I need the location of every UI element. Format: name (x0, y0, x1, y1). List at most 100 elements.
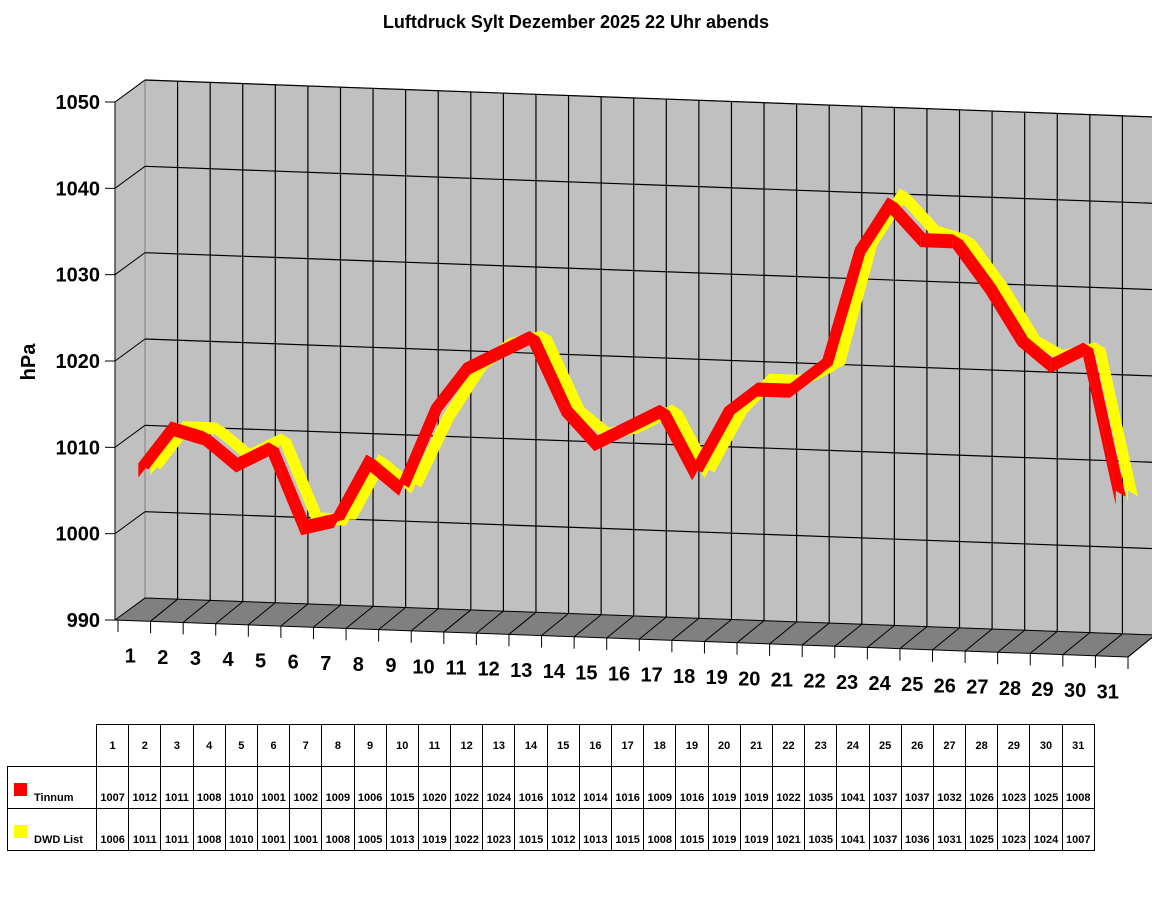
table-header-day: 16 (578, 724, 613, 767)
table-cell-value: 1001 (256, 766, 291, 809)
table-header-day: 12 (450, 724, 484, 767)
table-cell-value: 1001 (256, 808, 291, 851)
table-header-day: 14 (514, 724, 548, 767)
table-cell-value: 1008 (192, 808, 226, 851)
table-cell-value: 1021 (771, 808, 806, 851)
table-row-tinnum: Tinnum 1007 1012 1011 1008 1010 1001 1002 1009 1… (7, 766, 1095, 809)
legend-label-tinnum: Tinnum (34, 792, 74, 804)
table-cell-value: 1041 (836, 766, 870, 809)
table-cell-value: 1023 (997, 766, 1031, 809)
x-tick-label: 29 (1031, 679, 1053, 701)
table-header-day: 15 (546, 724, 580, 767)
table-cell-value: 1026 (965, 766, 999, 809)
table-cell-value: 1024 (1029, 808, 1063, 851)
x-tick-label: 20 (738, 668, 760, 690)
table-cell-value: 1006 (95, 808, 130, 851)
table-cell-value: 1016 (675, 766, 709, 809)
x-tick-label: 9 (385, 655, 396, 677)
table-corner (7, 724, 97, 767)
legend-swatch-dwd-list (14, 825, 27, 838)
table-header-day: 13 (482, 724, 516, 767)
x-tick-label: 25 (901, 674, 923, 696)
x-tick-label: 24 (869, 673, 892, 695)
table-cell-value: 1008 (321, 808, 355, 851)
table-cell-value: 1012 (546, 766, 580, 809)
x-tick-label: 10 (412, 656, 434, 678)
table-cell-value: 1016 (610, 766, 645, 809)
x-tick-label: 2 (157, 647, 168, 669)
table-cell-value: 1011 (160, 766, 194, 809)
table-header-day: 20 (707, 724, 741, 767)
y-tick-label: 1030 (56, 265, 101, 287)
table-cell-value: 1037 (868, 766, 902, 809)
table-header-day: 31 (1061, 724, 1095, 767)
table-cell-value: 1015 (385, 766, 419, 809)
table-cell-value: 1001 (289, 808, 323, 851)
table-cell-value: 1005 (353, 808, 387, 851)
y-tick-label: 1010 (56, 437, 101, 459)
table-header-day: 10 (385, 724, 419, 767)
legend-dwd-list: DWD List (7, 808, 97, 851)
table-cell-value: 1025 (1029, 766, 1063, 809)
x-tick-label: 21 (771, 669, 793, 691)
x-tick-label: 1 (125, 646, 136, 668)
table-cell-value: 1012 (546, 808, 580, 851)
table-header-day: 17 (610, 724, 645, 767)
table-cell-value: 1019 (417, 808, 452, 851)
table-header-row: 1 2 3 4 5 6 7 8 9 10 11 12 13 14 15 16 17 18 19 20 21 22 23 24 2… (7, 724, 1095, 767)
table-cell-value: 1022 (450, 766, 484, 809)
x-tick-label: 7 (320, 653, 331, 675)
x-tick-label: 27 (966, 677, 988, 699)
table-cell-value: 1041 (836, 808, 870, 851)
table-header-day: 6 (256, 724, 291, 767)
data-table: 1 2 3 4 5 6 7 8 9 10 11 12 13 14 15 16 17 18 19 20 21 22 23 24 2… (7, 724, 1095, 851)
table-header-day: 5 (224, 724, 258, 767)
y-tick-label: 990 (67, 610, 100, 632)
table-cell-value: 1006 (353, 766, 387, 809)
x-tick-label: 30 (1064, 680, 1086, 702)
table-header-day: 26 (900, 724, 934, 767)
table-cell-value: 1007 (95, 766, 130, 809)
x-tick-label: 31 (1097, 681, 1119, 703)
x-tick-label: 15 (575, 662, 597, 684)
x-tick-label: 26 (934, 675, 956, 697)
table-header-day: 21 (739, 724, 773, 767)
table-cell-value: 1008 (1061, 766, 1095, 809)
table-cell-value: 1023 (997, 808, 1031, 851)
series-ribbons (138, 188, 1138, 536)
table-cell-value: 1022 (771, 766, 806, 809)
x-tick-label: 28 (999, 678, 1021, 700)
table-cell-value: 1024 (482, 766, 516, 809)
table-header-day: 24 (836, 724, 870, 767)
table-cell-value: 1008 (192, 766, 226, 809)
table-cell-value: 1010 (224, 766, 258, 809)
x-tick-label: 14 (543, 661, 566, 683)
x-tick-label: 8 (353, 654, 364, 676)
x-tick-label: 5 (255, 650, 266, 672)
table-cell-value: 1020 (417, 766, 452, 809)
table-cell-value: 1012 (128, 766, 162, 809)
table-cell-value: 1019 (739, 808, 773, 851)
table-header-day: 7 (289, 724, 323, 767)
table-cell-value: 1011 (128, 808, 162, 851)
x-tick-label: 6 (288, 652, 299, 674)
table-header-day: 23 (804, 724, 838, 767)
table-header-day: 28 (965, 724, 999, 767)
x-tick-label: 13 (510, 660, 532, 682)
table-cell-value: 1015 (514, 808, 548, 851)
y-tick-label: 1050 (56, 92, 101, 114)
table-header-day: 2 (128, 724, 162, 767)
table-cell-value: 1009 (643, 766, 677, 809)
table-header-day: 8 (321, 724, 355, 767)
legend-tinnum: Tinnum (7, 766, 97, 809)
chart-title: Luftdruck Sylt Dezember 2025 22 Uhr aben… (382, 12, 770, 32)
table-cell-value: 1009 (321, 766, 355, 809)
x-tick-label: 16 (608, 664, 630, 686)
table-header-day: 18 (643, 724, 677, 767)
x-tick-label: 17 (640, 665, 662, 687)
table-cell-value: 1019 (739, 766, 773, 809)
table-cell-value: 1013 (385, 808, 419, 851)
x-tick-label: 22 (803, 671, 825, 693)
